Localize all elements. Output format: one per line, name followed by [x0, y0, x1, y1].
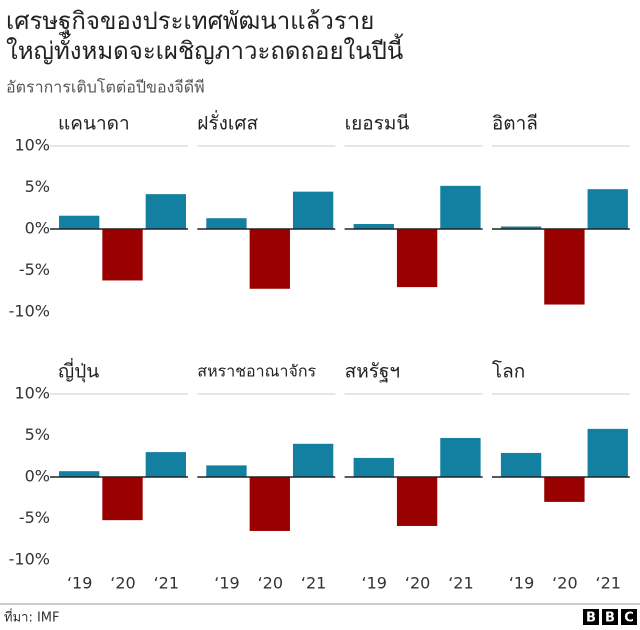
x-tick-label: ‘19 — [509, 574, 534, 593]
bar — [59, 471, 100, 477]
x-tick-label: ‘20 — [552, 574, 577, 593]
x-tick-label: ‘20 — [258, 574, 283, 593]
chart-title: เศรษฐกิจของประเทศพัฒนาแล้วราย — [6, 7, 374, 35]
bar — [206, 218, 247, 229]
bar — [249, 477, 290, 531]
chart-title: ใหญ่ทั้งหมดจะเผชิญภาวะถดถอยในปีนี้ — [6, 33, 403, 65]
bar — [500, 452, 542, 477]
bar — [396, 229, 438, 288]
y-tick-label: 10% — [14, 384, 50, 403]
panel-title: เยอรมนี — [345, 113, 410, 135]
panel-title: ฝรั่งเศส — [197, 110, 258, 135]
bar — [544, 229, 585, 305]
y-tick-label: 0% — [25, 219, 50, 238]
x-tick-label: ‘21 — [154, 574, 179, 593]
bar — [206, 465, 247, 477]
bar — [587, 189, 628, 229]
y-tick-label: -5% — [19, 508, 50, 527]
bar — [396, 477, 438, 526]
chart-subtitle: อัตราการเติบโตต่อปีของจีดีพี — [6, 78, 205, 97]
x-tick-label: ‘19 — [67, 574, 92, 593]
panel-title: สหรัฐฯ — [345, 361, 400, 383]
y-tick-label: 10% — [14, 136, 50, 155]
logo-box — [602, 609, 618, 625]
logo-letter: B — [586, 611, 596, 626]
x-tick-label: ‘19 — [362, 574, 387, 593]
x-tick-label: ‘21 — [448, 574, 473, 593]
panel-title: โลก — [492, 360, 525, 383]
bar — [59, 215, 100, 229]
x-tick-label: ‘19 — [214, 574, 239, 593]
bar — [587, 428, 628, 477]
x-tick-label: ‘21 — [596, 574, 621, 593]
panel-title: ญี่ปุ่น — [58, 358, 99, 384]
panel-title: อิตาลี — [492, 113, 538, 135]
x-tick-label: ‘20 — [110, 574, 135, 593]
x-tick-label: ‘21 — [301, 574, 326, 593]
bar — [500, 226, 542, 229]
bar — [353, 457, 394, 477]
bar — [292, 443, 334, 477]
y-tick-label: 5% — [25, 177, 50, 196]
bar — [145, 452, 186, 477]
logo-letter: B — [605, 611, 615, 626]
x-tick-label: ‘20 — [405, 574, 430, 593]
bar — [440, 437, 481, 477]
panel-title: แคนาดา — [58, 113, 130, 135]
y-tick-label: 5% — [25, 425, 50, 444]
logo-box — [583, 609, 599, 625]
bar — [102, 229, 143, 281]
y-tick-label: -5% — [19, 260, 50, 279]
bar — [249, 229, 290, 289]
bar — [544, 477, 585, 502]
logo-letter: C — [624, 611, 634, 626]
bar — [292, 191, 334, 229]
logo-box — [621, 609, 637, 625]
bar — [145, 194, 186, 229]
y-tick-label: 0% — [25, 467, 50, 486]
y-tick-label: -10% — [9, 302, 50, 321]
y-tick-label: -10% — [9, 550, 50, 569]
bar — [353, 224, 394, 229]
bar — [102, 477, 143, 521]
bar — [440, 185, 481, 229]
panel-title: สหราชอาณาจักร — [197, 362, 316, 381]
source: ที่มา: IMF — [4, 609, 59, 626]
